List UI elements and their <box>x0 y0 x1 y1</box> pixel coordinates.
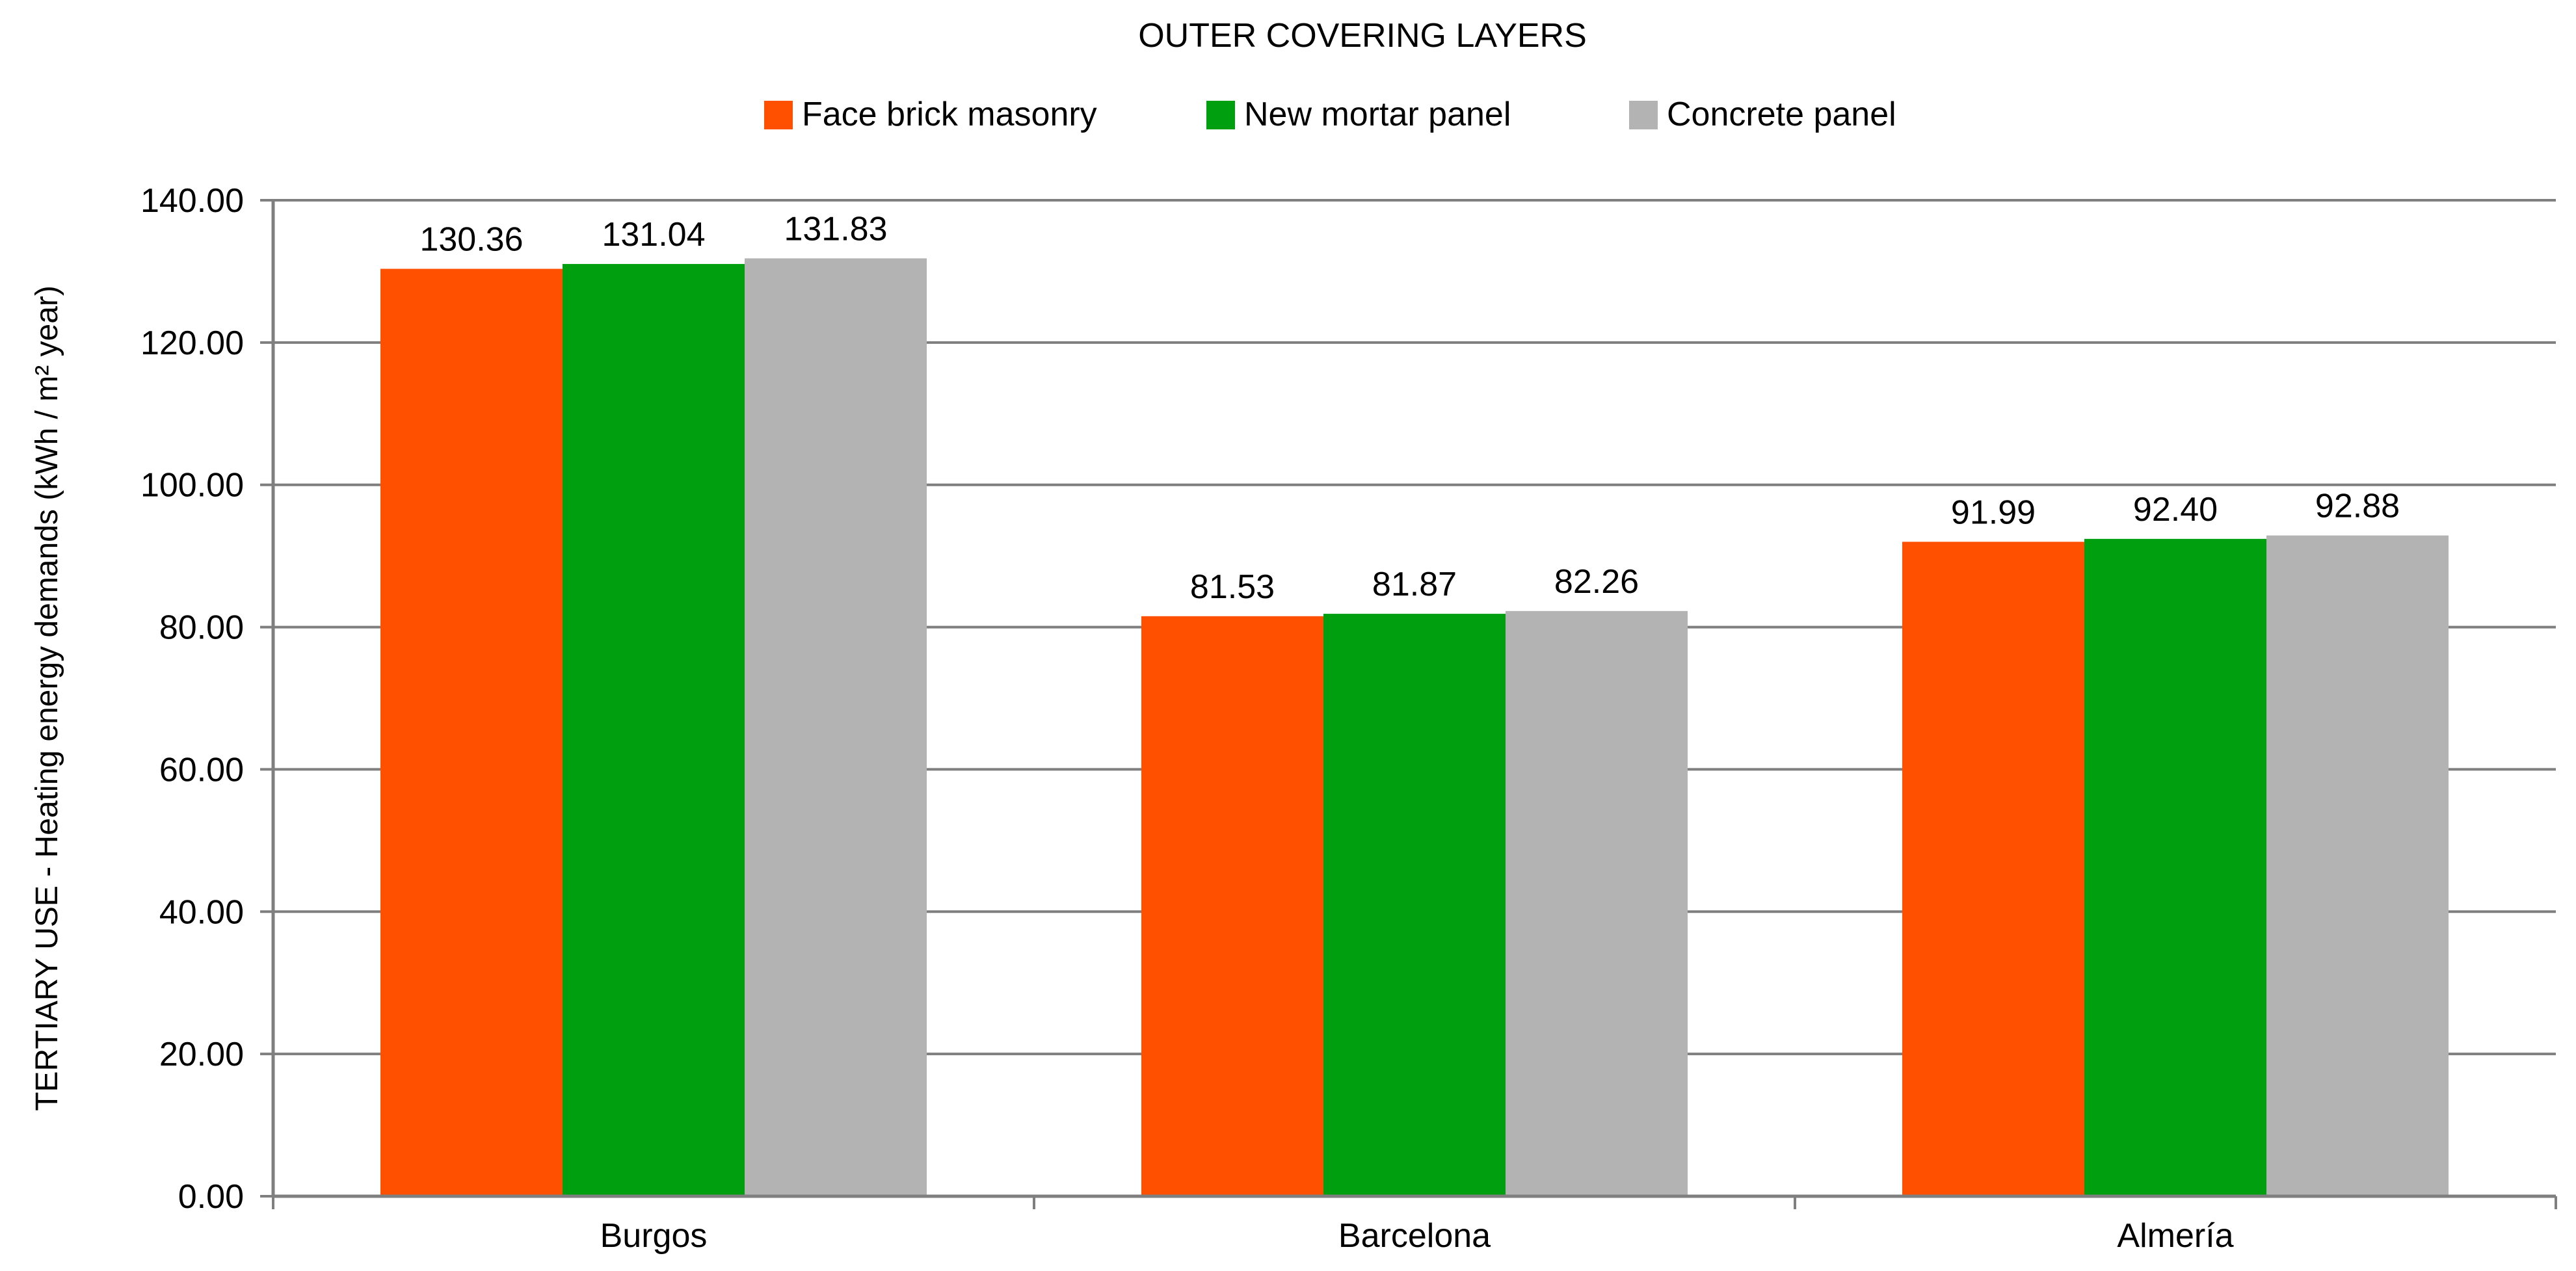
data-label: 81.87 <box>1372 566 1457 603</box>
bar <box>563 264 745 1197</box>
y-tick-label: 20.00 <box>159 1036 244 1073</box>
data-label: 92.88 <box>2315 488 2400 525</box>
y-tick-label: 0.00 <box>178 1178 244 1216</box>
y-tick-label: 120.00 <box>140 324 244 362</box>
legend: Face brick masonry New mortar panel Concre… <box>764 96 1896 133</box>
y-axis-ticks: 0.00 20.00 40.00 60.00 80.00 100.00 120.00 140.… <box>140 182 273 1216</box>
data-label: 81.53 <box>1190 568 1275 606</box>
data-label: 91.99 <box>1951 493 2036 531</box>
legend-swatch <box>1629 101 1658 129</box>
y-tick-label: 140.00 <box>140 182 244 220</box>
x-axis <box>271 200 2556 1198</box>
y-tick-label: 60.00 <box>159 751 244 789</box>
y-tick-label: 40.00 <box>159 893 244 931</box>
legend-swatch <box>764 101 793 129</box>
bar <box>745 258 927 1197</box>
legend-label: Concrete panel <box>1667 96 1896 133</box>
x-axis-ticks: Burgos Barcelona Almería <box>272 1196 2557 1255</box>
bar <box>1141 616 1323 1196</box>
data-labels: 130.36 131.04 131.83 81.53 81.87 82.26 91.99 92… <box>419 210 2400 605</box>
y-axis-label: TERTIARY USE - Heating energy demands (k… <box>30 285 64 1111</box>
y-tick-label: 80.00 <box>159 609 244 647</box>
data-label: 131.04 <box>602 216 705 254</box>
bar <box>1902 542 2084 1196</box>
data-label: 92.40 <box>2133 491 2218 529</box>
data-label: 131.83 <box>784 210 887 248</box>
bar <box>1323 614 1506 1196</box>
bars <box>380 258 2449 1197</box>
y-tick-label: 100.00 <box>140 467 244 504</box>
chart-title: OUTER COVERING LAYERS <box>1138 17 1587 55</box>
data-label: 82.26 <box>1554 563 1639 601</box>
x-tick-label: Barcelona <box>1338 1217 1491 1255</box>
x-tick-label: Almería <box>2117 1217 2233 1255</box>
data-label: 130.36 <box>419 220 523 258</box>
bar <box>1506 610 1688 1196</box>
legend-label: New mortar panel <box>1244 96 1511 133</box>
bar <box>380 269 563 1196</box>
legend-label: Face brick masonry <box>802 96 1097 133</box>
x-tick-label: Burgos <box>600 1217 708 1255</box>
legend-swatch <box>1206 101 1235 129</box>
bar <box>2266 535 2449 1196</box>
bar <box>2084 538 2266 1196</box>
